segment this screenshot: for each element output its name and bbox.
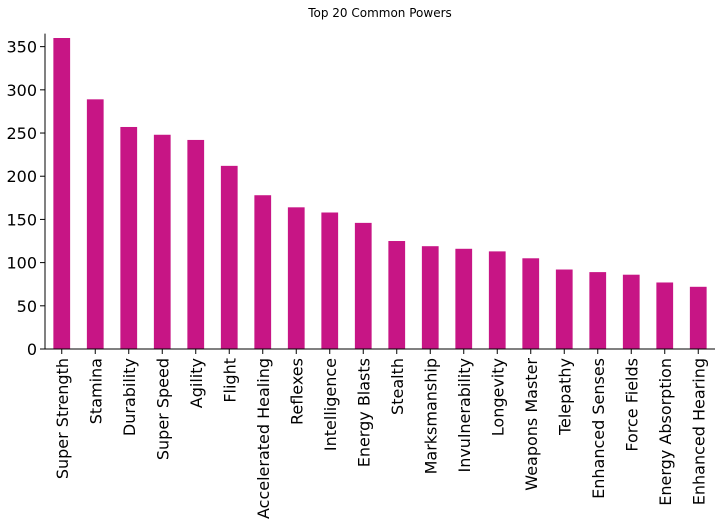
y-tick-label: 150 [6, 210, 37, 229]
y-tick-label: 0 [27, 340, 37, 359]
x-tick-label: Stamina [86, 358, 105, 424]
bar [120, 126, 138, 349]
y-tick-label: 50 [17, 297, 37, 316]
bar [522, 258, 540, 349]
y-tick-label: 200 [6, 167, 37, 186]
x-tick-label: Force Fields [622, 358, 641, 452]
x-tick-label: Telepathy [555, 358, 574, 436]
y-tick-label: 250 [6, 124, 37, 143]
x-axis: Super Strength Stamina Durability Super Spe… [45, 348, 715, 519]
bar [421, 246, 439, 349]
bars [53, 38, 707, 349]
y-tick-label: 300 [6, 81, 37, 100]
chart-title: Top 20 Common Powers [307, 6, 452, 20]
bar [388, 241, 406, 349]
x-tick-label: Super Strength [53, 358, 72, 479]
bar [455, 248, 473, 349]
bar [656, 282, 674, 349]
x-tick-label: Flight [220, 358, 239, 403]
bar [220, 165, 238, 349]
x-tick-label: Weapons Master [522, 358, 541, 491]
bar [488, 251, 506, 349]
x-tick-label: Energy Absorption [656, 358, 675, 506]
bar [153, 134, 171, 349]
x-tick-label: Invulnerability [455, 358, 474, 473]
x-tick-label: Durability [120, 358, 139, 436]
x-tick-label: Stealth [388, 358, 407, 415]
bar [86, 99, 104, 349]
x-tick-label: Reflexes [287, 358, 306, 425]
y-axis: 0 50 100 150 200 250 300 350 [6, 33, 46, 359]
bar [254, 195, 272, 349]
x-tick-label: Enhanced Senses [589, 358, 608, 499]
x-tick-label: Super Speed [153, 358, 172, 460]
x-tick-label: Agility [187, 358, 206, 408]
bar [354, 222, 372, 349]
bar [589, 272, 607, 349]
bar [622, 274, 640, 349]
x-tick-label: Longevity [488, 358, 507, 436]
y-tick-label: 100 [6, 254, 37, 273]
bar [287, 207, 305, 349]
bar [321, 212, 339, 349]
x-tick-label: Marksmanship [421, 358, 440, 474]
x-tick-label: Accelerated Healing [254, 358, 273, 519]
x-tick-label: Energy Blasts [354, 358, 373, 467]
x-tick-label: Enhanced Hearing [689, 358, 708, 505]
bar [187, 139, 205, 349]
x-tick-label: Intelligence [321, 358, 340, 451]
bar [689, 286, 707, 349]
bar [53, 38, 71, 349]
bar [555, 269, 573, 349]
y-tick-label: 350 [6, 38, 37, 57]
